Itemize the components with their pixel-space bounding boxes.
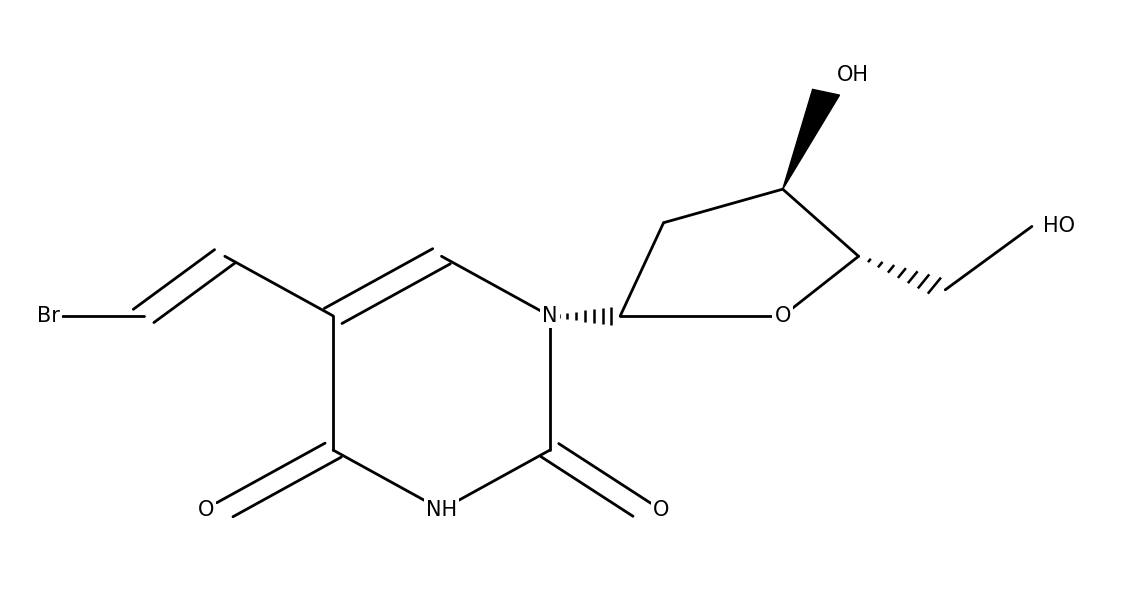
Text: OH: OH (837, 65, 869, 85)
Polygon shape (783, 89, 839, 189)
Text: O: O (653, 500, 669, 520)
Text: O: O (198, 500, 214, 520)
Text: N: N (542, 306, 558, 326)
Text: O: O (775, 306, 791, 326)
Text: Br: Br (38, 306, 61, 326)
Text: NH: NH (426, 500, 457, 520)
Text: HO: HO (1042, 217, 1074, 237)
